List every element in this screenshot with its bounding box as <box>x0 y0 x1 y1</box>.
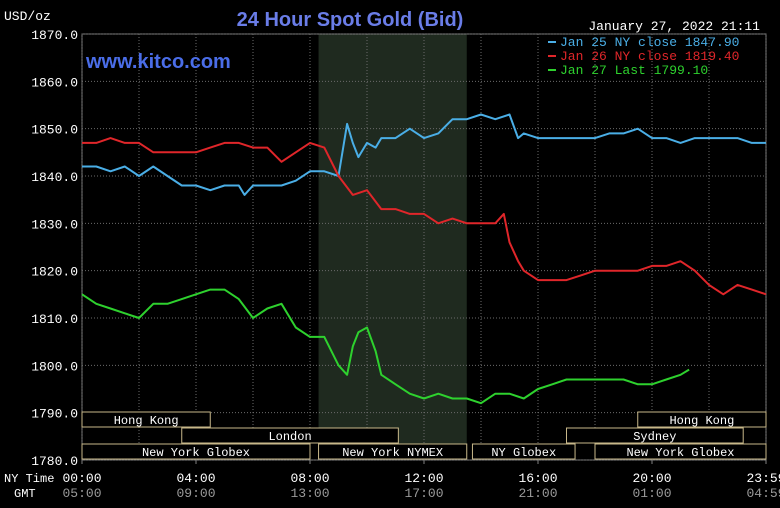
x-tick-label-ny: 12:00 <box>404 471 443 486</box>
nymex-shade-rect <box>318 34 467 460</box>
x-tick-label-gmt: 17:00 <box>404 486 443 501</box>
session-label: NY Globex <box>491 446 556 460</box>
session-label: Hong Kong <box>114 414 179 428</box>
series-line-2 <box>82 137 767 296</box>
grid <box>81 33 767 461</box>
y-axis-ticks: 1870.0 1860.0 1850.0 1840.0 1830.0 1820.0 1810… <box>31 28 78 469</box>
x-tick-label-gmt: 21:00 <box>518 486 557 501</box>
y-tick-label: 1870.0 <box>31 28 78 43</box>
y-tick-label: 1850.0 <box>31 123 78 138</box>
y-tick-label: 1780.0 <box>31 454 78 469</box>
session-box <box>318 443 468 460</box>
x-tick-label-ny: 08:00 <box>290 471 329 486</box>
x-tick-label-ny: 23:59 <box>746 471 780 486</box>
session-box <box>181 427 399 444</box>
session-box <box>471 443 576 460</box>
gmt-label: GMT <box>14 487 36 501</box>
y-tick-label: 1800.0 <box>31 359 78 374</box>
x-tick-label-ny: 04:00 <box>176 471 215 486</box>
y-tick-label: 1820.0 <box>31 265 78 280</box>
series-line-3 <box>81 288 690 405</box>
y-tick-label: 1860.0 <box>31 75 78 90</box>
y-axis-unit: USD/oz <box>4 9 51 24</box>
y-tick-label: 1840.0 <box>31 170 78 185</box>
session-label: New York Globex <box>142 446 250 460</box>
y-tick-label: 1790.0 <box>31 407 78 422</box>
chart-title: 24 Hour Spot Gold (Bid) <box>237 9 464 31</box>
x-tick-label-gmt: 05:00 <box>62 486 101 501</box>
watermark: www.kitco.com <box>85 51 231 73</box>
session-box <box>81 443 311 460</box>
session-label: New York NYMEX <box>342 446 443 460</box>
series-lines <box>81 113 767 405</box>
session-box <box>81 411 211 428</box>
trading-sessions: Hong Kong Hong Kong London Sydney New York G… <box>81 411 767 460</box>
x-tick-label-gmt: 13:00 <box>290 486 329 501</box>
session-box <box>637 411 767 428</box>
y-tick-label: 1810.0 <box>31 312 78 327</box>
x-tick-label-ny: 00:00 <box>62 471 101 486</box>
session-label: New York Globex <box>626 446 734 460</box>
session-label: Sydney <box>633 430 676 444</box>
session-label: London <box>268 430 311 444</box>
x-tick-label-ny: 20:00 <box>632 471 671 486</box>
session-box <box>566 427 744 444</box>
x-tick-label-gmt: 09:00 <box>176 486 215 501</box>
session-label: Hong Kong <box>669 414 734 428</box>
legend-entry: Jan 27 Last 1799.10 <box>560 63 708 78</box>
legend-entry: Jan 25 NY close 1847.90 <box>560 35 739 50</box>
y-tick-label: 1830.0 <box>31 217 78 232</box>
x-tick-label-gmt: 04:59 <box>746 486 780 501</box>
legend-entry: Jan 26 NY close 1819.40 <box>560 49 739 64</box>
timestamp: January 27, 2022 21:11 <box>588 19 760 34</box>
nymex-session-shade <box>318 34 467 460</box>
ny-time-label: NY Time <box>4 472 54 486</box>
x-tick-label-ny: 16:00 <box>518 471 557 486</box>
x-tick-label-gmt: 01:00 <box>632 486 671 501</box>
session-box <box>594 443 767 460</box>
series-line-1 <box>82 113 766 196</box>
